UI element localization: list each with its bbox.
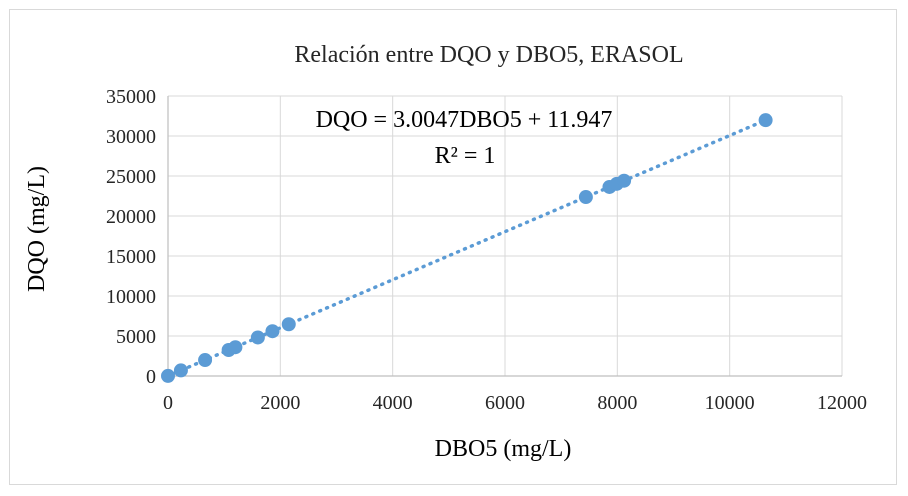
- x-tick-label: 8000: [597, 392, 637, 414]
- scatter-points: [161, 113, 773, 383]
- data-point: [617, 173, 632, 188]
- y-tick-label: 20000: [106, 206, 156, 228]
- x-tick-label: 2000: [260, 392, 300, 414]
- trendline: [166, 118, 768, 378]
- y-tick-label: 30000: [106, 126, 156, 148]
- data-point: [173, 363, 188, 378]
- r-squared-label: R² = 1: [435, 143, 496, 169]
- data-point: [250, 330, 265, 345]
- y-tick-labels: 0 5000 10000 15000 20000 25000 30000 35000: [106, 86, 156, 388]
- grid-lines: [167, 95, 843, 377]
- data-point: [198, 353, 213, 368]
- y-axis-label: DQO (mg/L): [24, 166, 50, 292]
- x-tick-label: 12000: [817, 392, 867, 414]
- data-point: [578, 190, 593, 205]
- y-tick-label: 0: [146, 366, 156, 388]
- chart-container: Relación entre DQO y DBO5, ERASOL 0 2000 4…: [9, 9, 897, 485]
- y-tick-label: 5000: [116, 326, 156, 348]
- data-point: [161, 368, 175, 383]
- y-tick-label: 15000: [106, 246, 156, 268]
- trendline-group: [166, 118, 768, 378]
- y-tick-label: 10000: [106, 286, 156, 308]
- data-point: [265, 324, 280, 339]
- chart-svg: Relación entre DQO y DBO5, ERASOL 0 2000 4…: [24, 42, 867, 462]
- axes: [167, 96, 842, 377]
- data-point: [758, 113, 773, 128]
- x-axis-label: DBO5 (mg/L): [435, 436, 572, 462]
- x-tick-label: 10000: [705, 392, 755, 414]
- x-tick-label: 6000: [485, 392, 525, 414]
- x-tick-label: 0: [163, 392, 173, 414]
- y-tick-label: 25000: [106, 166, 156, 188]
- data-point: [228, 340, 243, 355]
- trendline-equation: DQO = 3.0047DBO5 + 11.947: [316, 107, 613, 133]
- chart-title: Relación entre DQO y DBO5, ERASOL: [294, 42, 683, 68]
- y-tick-label: 35000: [106, 86, 156, 108]
- x-tick-labels: 0 2000 4000 6000 8000 10000 12000: [163, 392, 867, 414]
- x-tick-label: 4000: [373, 392, 413, 414]
- data-point: [281, 317, 296, 332]
